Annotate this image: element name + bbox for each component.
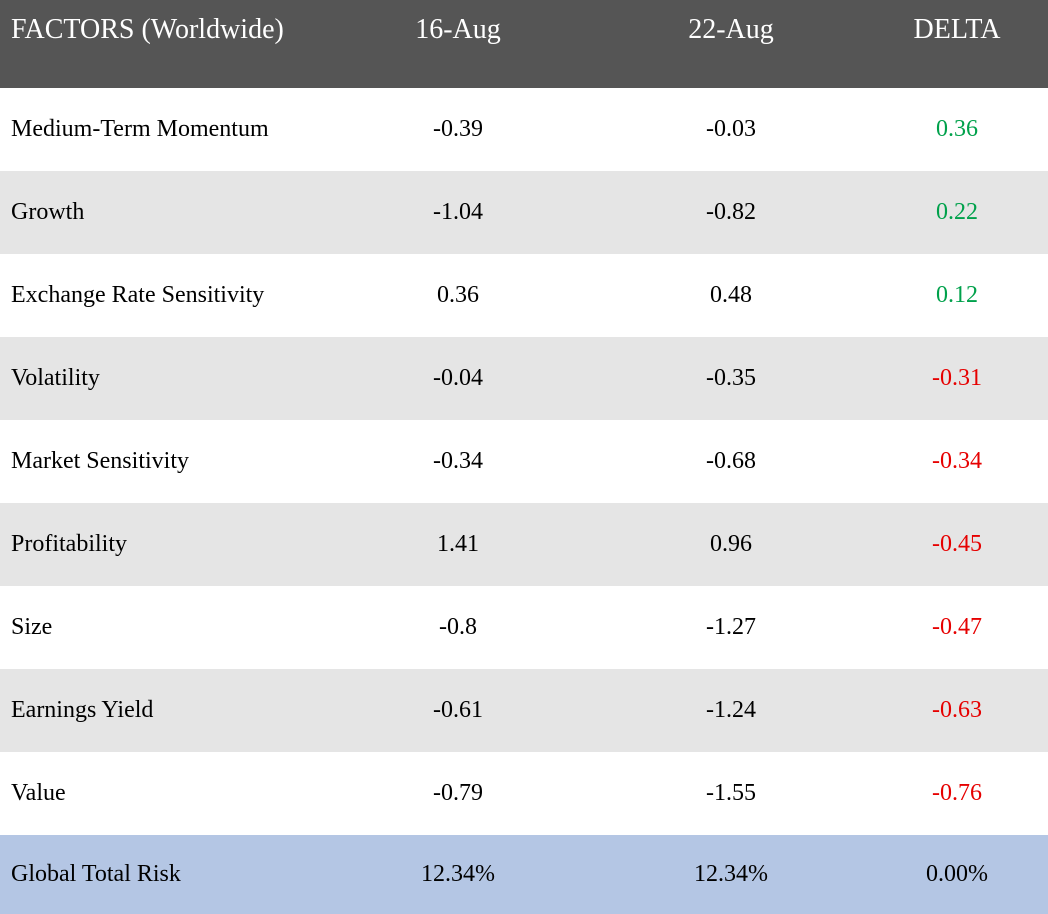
total-row: Global Total Risk 12.34% 12.34% 0.00% <box>0 835 1048 914</box>
date-2-value-cell: -0.68 <box>706 448 756 474</box>
date-1-value-cell: -0.39 <box>433 116 483 142</box>
delta-value-cell: 0.12 <box>936 282 978 308</box>
header-date-2: 22-Aug <box>688 14 774 45</box>
factor-name-cell: Growth <box>11 199 85 225</box>
date-2-value-cell: 12.34% <box>694 861 768 887</box>
date-2-value-cell: 0.48 <box>710 282 752 308</box>
header-delta: DELTA <box>913 14 1001 45</box>
delta-value-cell: -0.45 <box>932 531 982 557</box>
date-2-value-cell: -0.35 <box>706 365 756 391</box>
factor-name-cell: Earnings Yield <box>11 697 154 723</box>
date-1-value-cell: -0.61 <box>433 697 483 723</box>
date-1-value-cell: -0.34 <box>433 448 483 474</box>
delta-value-cell: 0.36 <box>936 116 978 142</box>
factor-name-cell: Profitability <box>11 531 127 557</box>
delta-value-cell: 0.22 <box>936 199 978 225</box>
factor-name-cell: Value <box>11 780 66 806</box>
factor-name-cell: Global Total Risk <box>11 861 181 887</box>
delta-value-cell: -0.34 <box>932 448 982 474</box>
date-2-value-cell: -1.55 <box>706 780 756 806</box>
date-1-value-cell: 0.36 <box>437 282 479 308</box>
date-1-value-cell: -0.79 <box>433 780 483 806</box>
table-body: Medium-Term Momentum -0.39 -0.03 0.36 Growth… <box>0 88 1048 914</box>
delta-value-cell: -0.63 <box>932 697 982 723</box>
table-row: Profitability 1.41 0.96 -0.45 <box>0 503 1048 586</box>
date-2-value-cell: -1.24 <box>706 697 756 723</box>
factor-name-cell: Size <box>11 614 53 640</box>
table-row: Market Sensitivity -0.34 -0.68 -0.34 <box>0 420 1048 503</box>
factor-name-cell: Exchange Rate Sensitivity <box>11 282 265 308</box>
date-1-value-cell: 12.34% <box>421 861 495 887</box>
header-date-1: 16-Aug <box>415 14 501 45</box>
delta-value-cell: -0.31 <box>932 365 982 391</box>
date-1-value-cell: -1.04 <box>433 199 483 225</box>
date-2-value-cell: -1.27 <box>706 614 756 640</box>
delta-value-cell: -0.76 <box>932 780 982 806</box>
factor-name-cell: Medium-Term Momentum <box>11 116 269 142</box>
delta-value-cell: 0.00% <box>926 861 988 887</box>
table-row: Size -0.8 -1.27 -0.47 <box>0 586 1048 669</box>
table-row: Growth -1.04 -0.82 0.22 <box>0 171 1048 254</box>
date-2-value-cell: 0.96 <box>710 531 752 557</box>
table-header: FACTORS (Worldwide) 16-Aug 22-Aug DELTA <box>0 0 1048 88</box>
date-2-value-cell: -0.82 <box>706 199 756 225</box>
table-row: Earnings Yield -0.61 -1.24 -0.63 <box>0 669 1048 752</box>
date-1-value-cell: -0.8 <box>439 614 477 640</box>
header-factors: FACTORS (Worldwide) <box>11 14 284 45</box>
table-row: Exchange Rate Sensitivity 0.36 0.48 0.12 <box>0 254 1048 337</box>
header-row: FACTORS (Worldwide) 16-Aug 22-Aug DELTA <box>0 0 1048 88</box>
table-row: Medium-Term Momentum -0.39 -0.03 0.36 <box>0 88 1048 171</box>
table-row: Value -0.79 -1.55 -0.76 <box>0 752 1048 835</box>
factor-name-cell: Volatility <box>11 365 100 391</box>
date-1-value-cell: -0.04 <box>433 365 483 391</box>
date-2-value-cell: -0.03 <box>706 116 756 142</box>
factor-name-cell: Market Sensitivity <box>11 448 189 474</box>
date-1-value-cell: 1.41 <box>437 531 479 557</box>
delta-value-cell: -0.47 <box>932 614 982 640</box>
table-row: Volatility -0.04 -0.35 -0.31 <box>0 337 1048 420</box>
